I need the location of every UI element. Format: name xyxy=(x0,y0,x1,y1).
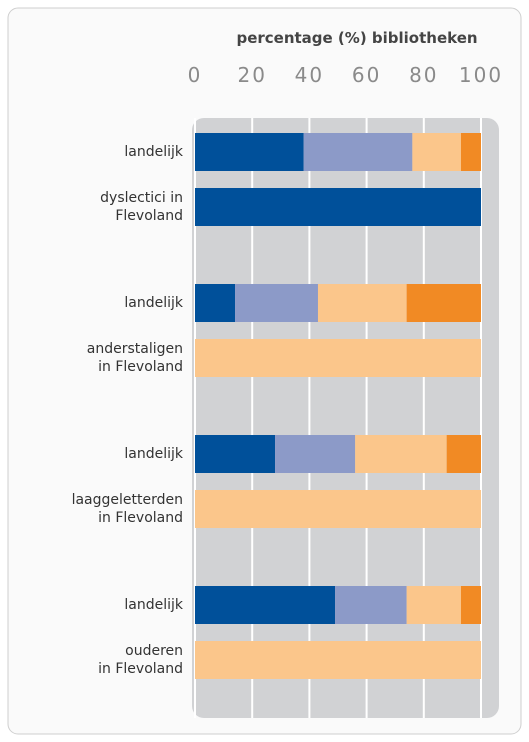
bar-segment xyxy=(195,435,276,473)
category-label: landelijk xyxy=(124,446,183,462)
category-label: laaggeletterden in Flevoland xyxy=(71,492,183,526)
bar-segment xyxy=(275,435,356,473)
category-label: landelijk xyxy=(124,144,183,160)
bar-segment xyxy=(235,284,318,322)
bar-segment xyxy=(406,284,481,322)
bar-segment xyxy=(317,284,407,322)
axis-title: percentage (%) bibliotheken xyxy=(236,29,477,47)
bar-segment xyxy=(335,586,407,624)
bar-segment xyxy=(460,133,481,171)
category-label: dyslectici in Flevoland xyxy=(100,190,183,224)
bar-segment xyxy=(355,435,447,473)
bar-segment xyxy=(412,133,461,171)
category-label: ouderen in Flevoland xyxy=(98,643,183,677)
category-label: landelijk xyxy=(124,597,183,613)
plot-area xyxy=(192,118,499,718)
x-tick-label: 20 xyxy=(237,63,266,87)
bar-segment xyxy=(195,490,481,528)
bar-segment xyxy=(195,641,481,679)
x-tick-label: 80 xyxy=(409,63,438,87)
x-tick-label: 100 xyxy=(459,63,503,87)
bar-segment xyxy=(195,188,481,226)
x-tick-label: 0 xyxy=(188,63,203,87)
category-label: anderstaligen in Flevoland xyxy=(86,341,183,375)
bar-segment xyxy=(460,586,481,624)
bar-segment xyxy=(195,284,236,322)
bar-segment xyxy=(195,133,304,171)
x-tick-label: 60 xyxy=(352,63,381,87)
bar-segment xyxy=(195,586,336,624)
bar-segment xyxy=(406,586,461,624)
bar-segment xyxy=(195,339,481,377)
bar-segment xyxy=(303,133,413,171)
category-label: landelijk xyxy=(124,295,183,311)
bar-segment xyxy=(446,435,481,473)
x-tick-label: 40 xyxy=(295,63,324,87)
